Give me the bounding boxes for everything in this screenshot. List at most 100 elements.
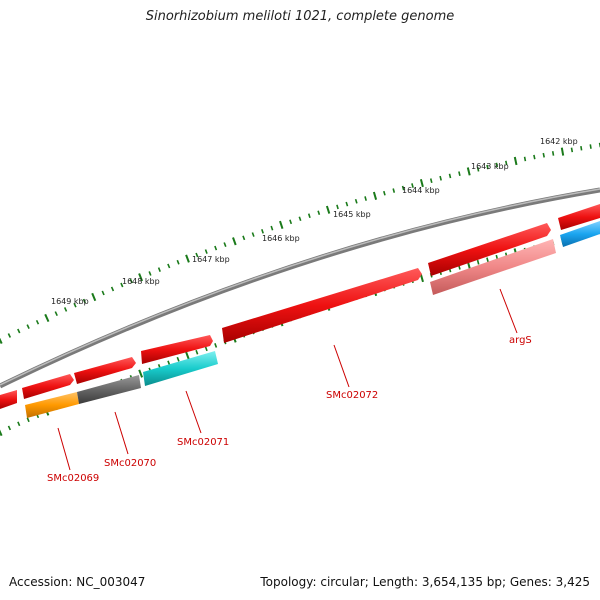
tick-label: 1642 kbp: [540, 137, 578, 146]
major-tick-mark: [232, 237, 237, 246]
gene-feature-args-forward[interactable]: [428, 223, 551, 276]
minor-tick-mark: [129, 278, 133, 284]
gene-label-smc02071[interactable]: SMc02071: [177, 437, 229, 448]
minor-tick-mark: [317, 210, 321, 216]
tick-label: 1649 kbp: [51, 297, 89, 306]
minor-tick-mark: [110, 286, 115, 292]
major-tick-mark: [185, 254, 190, 263]
gene-feature-gray[interactable]: [77, 375, 141, 404]
major-tick-mark: [466, 167, 471, 176]
minor-tick-mark: [589, 144, 592, 149]
gene-track-secondary: [25, 221, 600, 418]
tick-label: 1648 kbp: [122, 277, 160, 286]
accession-text: Accession: NC_003047: [9, 575, 146, 589]
minor-tick-mark: [214, 245, 218, 251]
minor-tick-mark: [383, 190, 386, 196]
minor-tick-mark: [551, 151, 555, 156]
minor-tick-mark: [354, 198, 358, 204]
major-tick-mark: [44, 313, 50, 323]
minor-tick-mark: [523, 156, 527, 162]
gene-callouts: [57, 288, 518, 471]
minor-tick-mark: [73, 302, 77, 308]
minor-tick-mark: [411, 183, 414, 188]
minor-tick-mark: [307, 213, 311, 219]
gene-feature[interactable]: [141, 335, 213, 364]
minor-tick-mark: [476, 166, 480, 172]
genome-title: Sinorhizobium meliloti 1021, complete ge…: [145, 9, 455, 24]
minor-tick-mark: [570, 147, 574, 153]
gene-feature[interactable]: [558, 204, 600, 230]
minor-tick-mark: [251, 232, 255, 237]
callout-line-args: [499, 288, 518, 334]
gene-label-smc02072[interactable]: SMc02072: [326, 390, 378, 401]
minor-tick-mark: [26, 417, 30, 423]
gene-feature[interactable]: [22, 374, 74, 399]
minor-tick-mark: [17, 328, 21, 334]
major-tick-mark: [185, 351, 190, 360]
minor-tick-mark: [298, 216, 302, 222]
major-tick-mark: [513, 156, 518, 166]
major-tick-mark: [419, 273, 424, 283]
minor-tick-mark: [204, 346, 208, 352]
genome-backbone-highlight: [0, 188, 600, 386]
major-tick-mark: [91, 292, 97, 302]
minor-tick-mark: [429, 178, 433, 183]
major-tick-mark: [0, 337, 3, 345]
minor-tick-mark: [486, 164, 489, 170]
minor-tick-mark: [486, 257, 489, 263]
minor-tick-mark: [242, 235, 246, 241]
gene-feature[interactable]: [74, 357, 136, 384]
callout-line-smc02072: [333, 344, 350, 388]
minor-tick-mark: [17, 421, 21, 427]
gene-feature-cyan[interactable]: [143, 351, 218, 386]
callout-line-smc02070: [114, 411, 129, 455]
minor-tick-mark: [204, 249, 208, 254]
tick-labels: 1642 kbp 1643 kbp 1644 kbp 1645 kbp 1646…: [51, 137, 578, 306]
minor-tick-mark: [63, 307, 68, 312]
minor-tick-mark: [458, 171, 461, 176]
major-tick-mark: [138, 273, 144, 282]
gene-label-smc02070[interactable]: SMc02070: [104, 458, 156, 469]
gene-feature[interactable]: [0, 390, 17, 409]
gene-feature-smc02072[interactable]: [222, 268, 422, 343]
major-tick-mark: [560, 147, 565, 156]
minor-tick-mark: [580, 145, 583, 151]
minor-tick-mark: [448, 173, 452, 179]
callout-line-smc02071: [185, 390, 202, 434]
gene-label-smc02069[interactable]: SMc02069: [47, 473, 99, 484]
gene-labels: argS SMc02072 SMc02071 SMc02070 SMc02069: [47, 335, 532, 484]
tick-label: 1647 kbp: [192, 255, 230, 264]
minor-tick-mark: [167, 360, 171, 366]
minor-tick-mark: [270, 225, 274, 231]
gene-label-args[interactable]: argS: [509, 335, 532, 346]
minor-tick-mark: [533, 154, 536, 160]
major-tick-mark: [138, 369, 144, 378]
gene-feature-blue[interactable]: [560, 221, 600, 247]
minor-tick-mark: [542, 152, 545, 158]
gene-track-forward: [0, 204, 600, 409]
outer-tick-ring: [0, 142, 600, 345]
minor-tick-mark: [157, 267, 161, 272]
minor-tick-mark: [120, 282, 124, 288]
minor-tick-mark: [476, 259, 480, 265]
major-tick-mark: [325, 205, 331, 214]
gene-feature-pink[interactable]: [430, 239, 556, 295]
minor-tick-mark: [167, 263, 171, 269]
minor-tick-mark: [439, 175, 442, 181]
major-tick-mark: [372, 191, 378, 200]
minor-tick-mark: [289, 219, 293, 225]
minor-tick-mark: [195, 349, 199, 355]
minor-tick-mark: [345, 201, 349, 207]
minor-tick-mark: [214, 343, 218, 348]
tick-label: 1645 kbp: [333, 210, 371, 219]
minor-tick-mark: [148, 271, 152, 276]
callout-line-smc02069: [57, 427, 71, 471]
minor-tick-mark: [7, 425, 12, 431]
minor-tick-mark: [336, 204, 339, 210]
minor-tick-mark: [176, 356, 180, 362]
gene-feature-orange[interactable]: [25, 392, 79, 418]
minor-tick-mark: [26, 324, 30, 329]
minor-tick-mark: [54, 311, 58, 317]
tick-label: 1644 kbp: [402, 186, 440, 195]
